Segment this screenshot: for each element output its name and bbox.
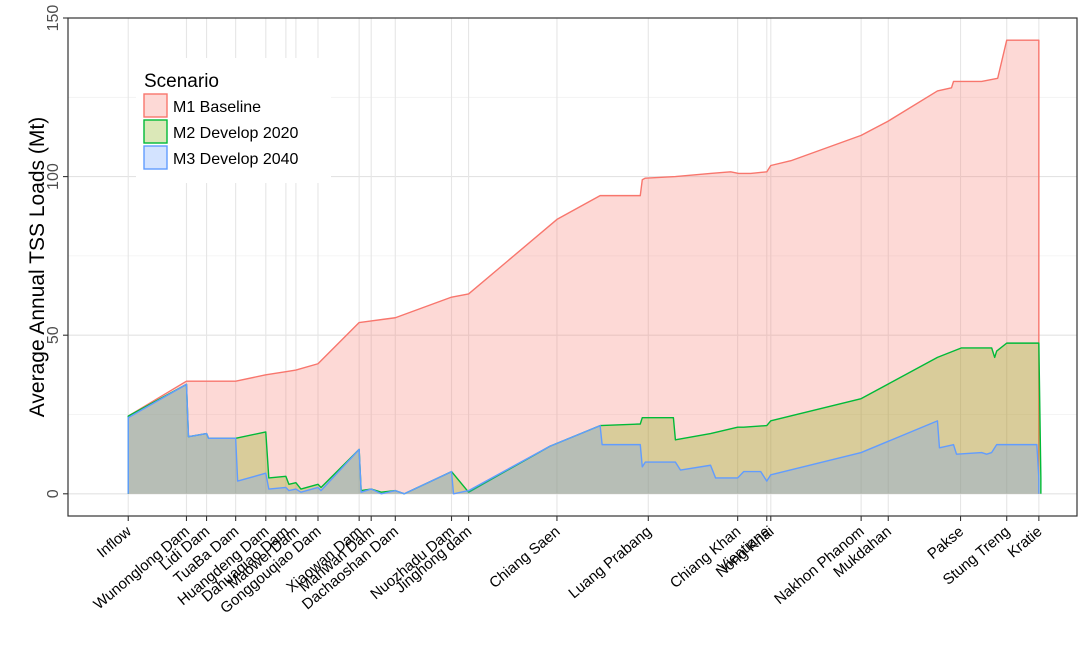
y-tick-label: 150 (45, 5, 62, 32)
area-fill-m2-develop-2020 (128, 343, 1041, 494)
legend-background (136, 58, 331, 183)
x-tick-label: Kratie (1004, 523, 1045, 561)
x-tick-label: Chiang Saen (486, 523, 563, 592)
x-tick-label: Luang Prabang (565, 523, 655, 602)
legend-key-m3-develop-2040 (143, 145, 168, 170)
plot-border (67, 17, 1078, 517)
y-tick-label: 0 (45, 489, 62, 498)
area-fill-m3-develop-2040 (128, 384, 1039, 494)
x-tick-label: Inflow (94, 523, 135, 561)
legend-key-m1-baseline (143, 93, 168, 118)
legend-label-m3-develop-2040: M3 Develop 2040 (173, 151, 299, 168)
legend-title: Scenario (144, 71, 219, 92)
legend-key-m2-develop-2020 (143, 119, 168, 144)
legend-label-m1-baseline: M1 Baseline (173, 99, 261, 116)
y-axis: 0 50 100 150 (45, 5, 68, 498)
y-axis-label: Average Annual TSS Loads (Mt) (26, 117, 49, 417)
legend: Scenario M1 Baseline M2 Develop 2020 M3 Dev… (136, 58, 331, 183)
area-line-m2-develop-2020 (127, 342, 1042, 495)
area-line-m1-baseline (127, 39, 1040, 494)
y-tick-label: 100 (45, 163, 62, 190)
y-tick-label: 50 (45, 326, 62, 344)
area-line-m3-develop-2040 (127, 383, 1040, 495)
legend-label-m2-develop-2020: M2 Develop 2020 (173, 125, 299, 142)
series-areas (127, 39, 1042, 495)
